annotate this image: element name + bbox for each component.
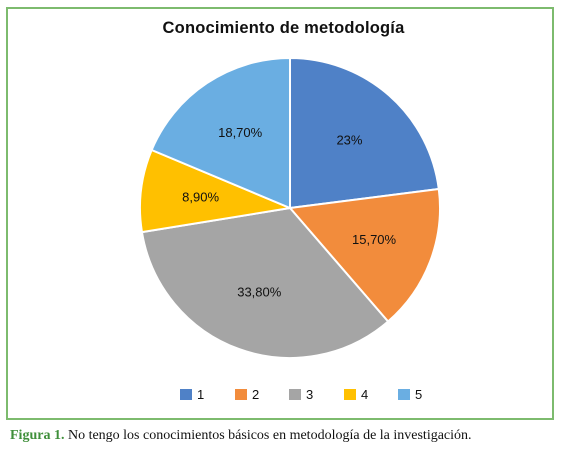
- pie-slice-2: [288, 187, 441, 323]
- pie-chart: 23% 15,70% 33,80% 8,90% 18,70% 1 2 3 4 5: [139, 56, 441, 402]
- figure-caption: Figura 1. No tengo los conocimientos bás…: [10, 428, 472, 444]
- legend-item-1: 1: [180, 387, 204, 402]
- legend-item-5: 5: [398, 387, 422, 402]
- legend-label-4: 4: [361, 387, 368, 402]
- data-label-3: 33,80%: [237, 285, 282, 300]
- data-label-5: 18,70%: [218, 125, 263, 140]
- legend-item-2: 2: [235, 387, 259, 402]
- data-label-2: 15,70%: [352, 232, 397, 247]
- pie-slice-4: [139, 148, 294, 234]
- pie-slice-1: [289, 56, 440, 210]
- legend-swatch-4: [344, 389, 356, 400]
- legend-label-3: 3: [306, 387, 313, 402]
- chart-title: Conocimiento de metodología: [162, 19, 405, 37]
- pie-slice-5: [150, 56, 291, 210]
- legend-swatch-3: [289, 389, 301, 400]
- pie-slice-3: [140, 206, 390, 359]
- legend-item-3: 3: [289, 387, 313, 402]
- legend-label-1: 1: [197, 387, 204, 402]
- legend-swatch-1: [180, 389, 192, 400]
- legend-swatch-2: [235, 389, 247, 400]
- legend-label-5: 5: [415, 387, 422, 402]
- data-label-4: 8,90%: [182, 189, 219, 204]
- data-label-1: 23%: [336, 132, 362, 147]
- legend-label-2: 2: [252, 387, 259, 402]
- figure-label: Figura 1.: [10, 428, 65, 443]
- legend-swatch-5: [398, 389, 410, 400]
- figure-caption-text: No tengo los conocimientos básicos en me…: [64, 428, 472, 443]
- legend-item-4: 4: [344, 387, 368, 402]
